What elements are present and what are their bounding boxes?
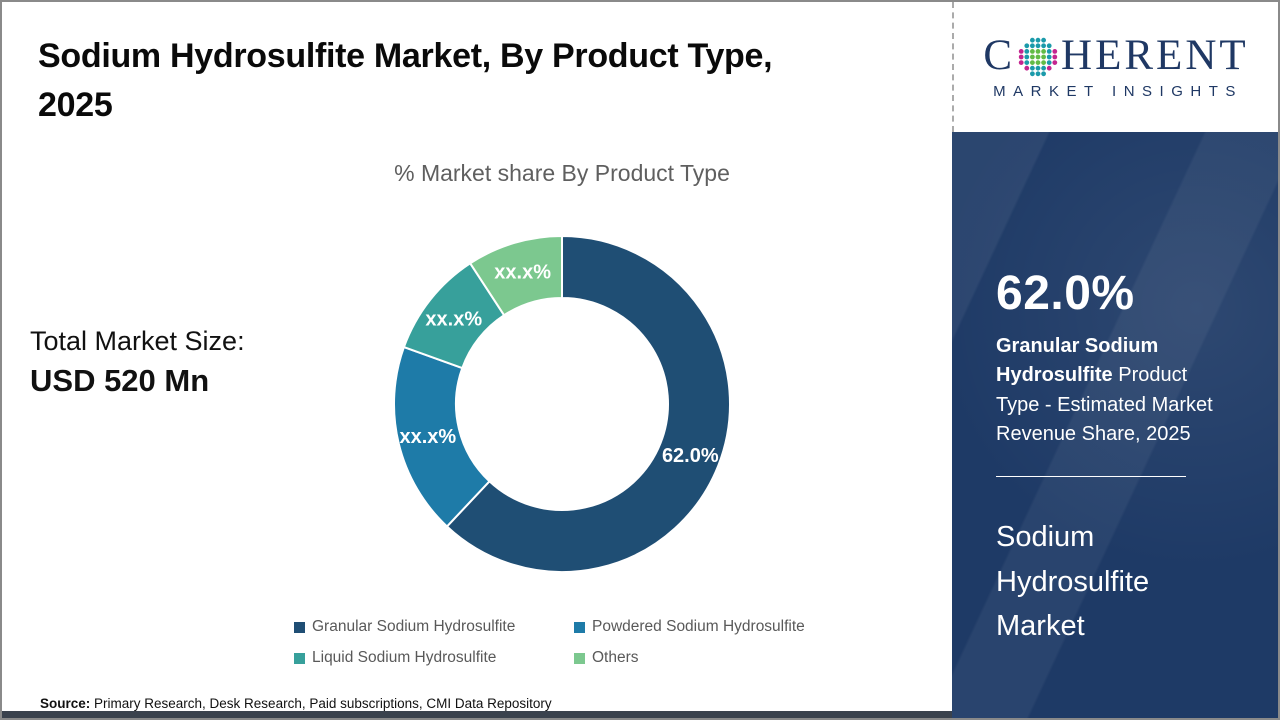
total-market-size-value: USD 520 Mn xyxy=(30,363,210,398)
globe-dot xyxy=(1052,48,1058,54)
legend-swatch-icon xyxy=(294,621,305,633)
globe-dot xyxy=(1024,54,1030,59)
total-market-size-block: Total Market Size: USD 520 Mn xyxy=(30,326,245,399)
chart-legend: Granular Sodium Hydrosulfite Powdered Sod… xyxy=(294,618,854,667)
logo-word-end: HERENT xyxy=(1061,32,1249,79)
logo-tagline: MARKET INSIGHTS xyxy=(993,83,1243,100)
legend-item-4: Others xyxy=(574,649,854,667)
globe-dot xyxy=(1046,59,1052,65)
globe-dot xyxy=(1035,54,1041,59)
globe-dot xyxy=(1035,42,1041,48)
globe-dot xyxy=(1030,37,1035,43)
globe-dot xyxy=(1024,48,1030,54)
donut-segment-4 xyxy=(469,235,563,317)
legend-item-2: Powdered Sodium Hydrosulfite xyxy=(574,618,854,636)
globe-dot xyxy=(1030,42,1035,48)
globe-dot xyxy=(1018,59,1024,65)
brand-logo: C HERENT xyxy=(983,34,1248,77)
bottom-strip xyxy=(2,711,954,718)
donut-chart: 62.0% xx.x% xx.x% xx.x% xyxy=(392,234,732,574)
globe-dot xyxy=(1030,54,1035,59)
globe-dot xyxy=(1052,54,1058,59)
globe-dot xyxy=(1046,54,1052,59)
legend-label: Others xyxy=(592,649,639,666)
globe-dot xyxy=(1041,54,1047,59)
globe-dot xyxy=(1024,42,1030,48)
globe-dot xyxy=(1018,48,1024,54)
globe-dot xyxy=(1046,48,1052,54)
globe-dot xyxy=(1041,65,1047,71)
donut-segment-1 xyxy=(445,235,731,573)
globe-dot xyxy=(1030,70,1035,76)
legend-item-3: Liquid Sodium Hydrosulfite xyxy=(294,649,574,667)
donut-segment-label-3: xx.x% xyxy=(425,308,482,330)
globe-dot xyxy=(1041,42,1047,48)
legend-item-1: Granular Sodium Hydrosulfite xyxy=(294,618,574,636)
sidebar: 62.0% Granular Sodium Hydrosulfite Produ… xyxy=(952,132,1278,718)
legend-swatch-icon xyxy=(294,652,305,664)
globe-dot xyxy=(1030,48,1035,54)
legend-swatch-icon xyxy=(574,621,585,633)
sidebar-divider xyxy=(996,475,1186,477)
legend-label: Powdered Sodium Hydrosulfite xyxy=(592,618,805,635)
globe-dot xyxy=(1046,42,1052,48)
globe-dot xyxy=(1030,59,1035,65)
sidebar-stat-description-bold: Granular Sodium Hydrosulfite xyxy=(996,335,1159,387)
globe-dot xyxy=(1052,59,1058,65)
total-market-size-label: Total Market Size: xyxy=(30,326,245,356)
page-title: Sodium Hydrosulfite Market, By Product T… xyxy=(38,37,773,125)
globe-dot xyxy=(1041,59,1047,65)
globe-dot xyxy=(1035,65,1041,71)
sidebar-stat-description-rest: Product Type - Estimated Market Revenue … xyxy=(996,364,1213,446)
sidebar-market-name: Sodium Hydrosulfite Market xyxy=(996,520,1150,643)
globe-dot xyxy=(1035,70,1041,76)
donut-segment-label-1: 62.0% xyxy=(662,445,719,467)
source-label: Source: xyxy=(40,696,91,711)
globe-dot xyxy=(1024,65,1030,71)
sidebar-stat-description: Granular Sodium Hydrosulfite Product Typ… xyxy=(996,332,1226,450)
globe-dot xyxy=(1041,48,1047,54)
logo-word-start: C xyxy=(983,32,1016,79)
globe-dot xyxy=(1024,59,1030,65)
globe-dot xyxy=(1018,54,1024,59)
donut-segment-label-2: xx.x% xyxy=(399,426,456,448)
sidebar-stat-value: 62.0% xyxy=(996,267,1135,320)
legend-label: Granular Sodium Hydrosulfite xyxy=(312,618,516,635)
globe-dot xyxy=(1035,59,1041,65)
donut-segment-label-4: xx.x% xyxy=(494,262,551,284)
donut-chart-svg: 62.0% xx.x% xx.x% xx.x% xyxy=(393,235,731,573)
globe-dot xyxy=(1041,70,1047,76)
source-text: Primary Research, Desk Research, Paid su… xyxy=(90,696,552,711)
globe-dot xyxy=(1035,48,1041,54)
globe-dots-icon xyxy=(1018,37,1058,76)
legend-swatch-icon xyxy=(574,652,585,664)
globe-dot xyxy=(1046,65,1052,71)
legend-label: Liquid Sodium Hydrosulfite xyxy=(312,649,497,666)
globe-dot xyxy=(1035,37,1041,43)
source-line: Source: Primary Research, Desk Research,… xyxy=(40,696,552,711)
logo-panel: C HERENT MARKET INSIGHTS xyxy=(952,2,1278,132)
globe-dot xyxy=(1030,65,1035,71)
globe-dot xyxy=(1041,37,1047,43)
chart-title: % Market share By Product Type xyxy=(394,160,730,186)
